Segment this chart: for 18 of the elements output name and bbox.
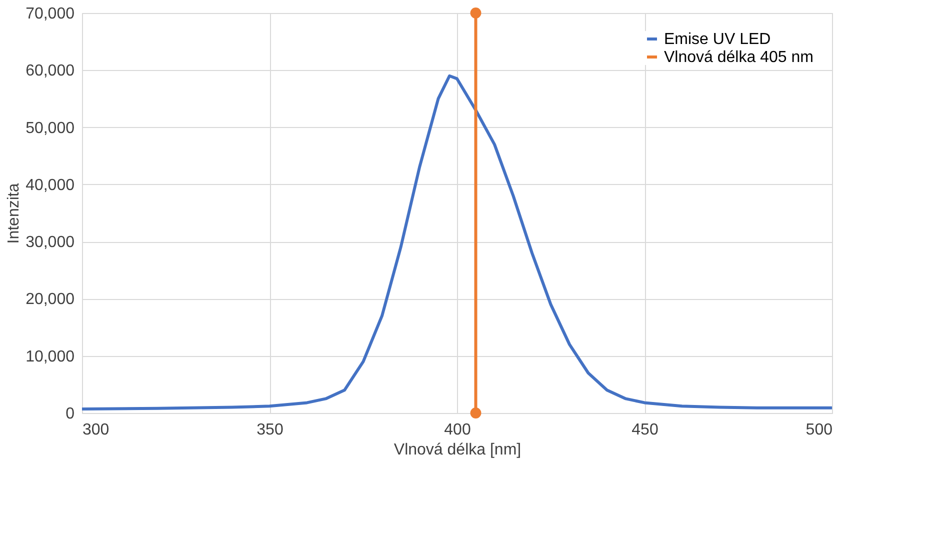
y-tick-label: 50,000 — [26, 120, 75, 137]
legend-label: Emise UV LED — [664, 31, 771, 48]
y-tick-label: 60,000 — [26, 62, 75, 80]
legend-label: Vlnová délka 405 nm — [664, 49, 814, 66]
y-tick-label: 0 — [66, 406, 75, 422]
x-tick-label: 450 — [632, 422, 658, 438]
y-tick-label: 70,000 — [26, 6, 75, 22]
y-tick-label: 20,000 — [26, 291, 75, 308]
x-tick-label: 500 — [806, 422, 833, 438]
x-tick-label: 400 — [444, 422, 471, 438]
y-tick-label: 40,000 — [26, 176, 75, 194]
y-axis-title: Intenzita — [6, 183, 23, 244]
x-tick-label: 300 — [82, 422, 110, 438]
line-series — [80, 74, 834, 410]
x-axis-title: Vlnová délka [nm] — [394, 442, 522, 458]
x-tick-label: 350 — [256, 422, 284, 438]
y-tick-label: 30,000 — [26, 234, 75, 252]
y-tick-label: 10,000 — [26, 348, 75, 366]
